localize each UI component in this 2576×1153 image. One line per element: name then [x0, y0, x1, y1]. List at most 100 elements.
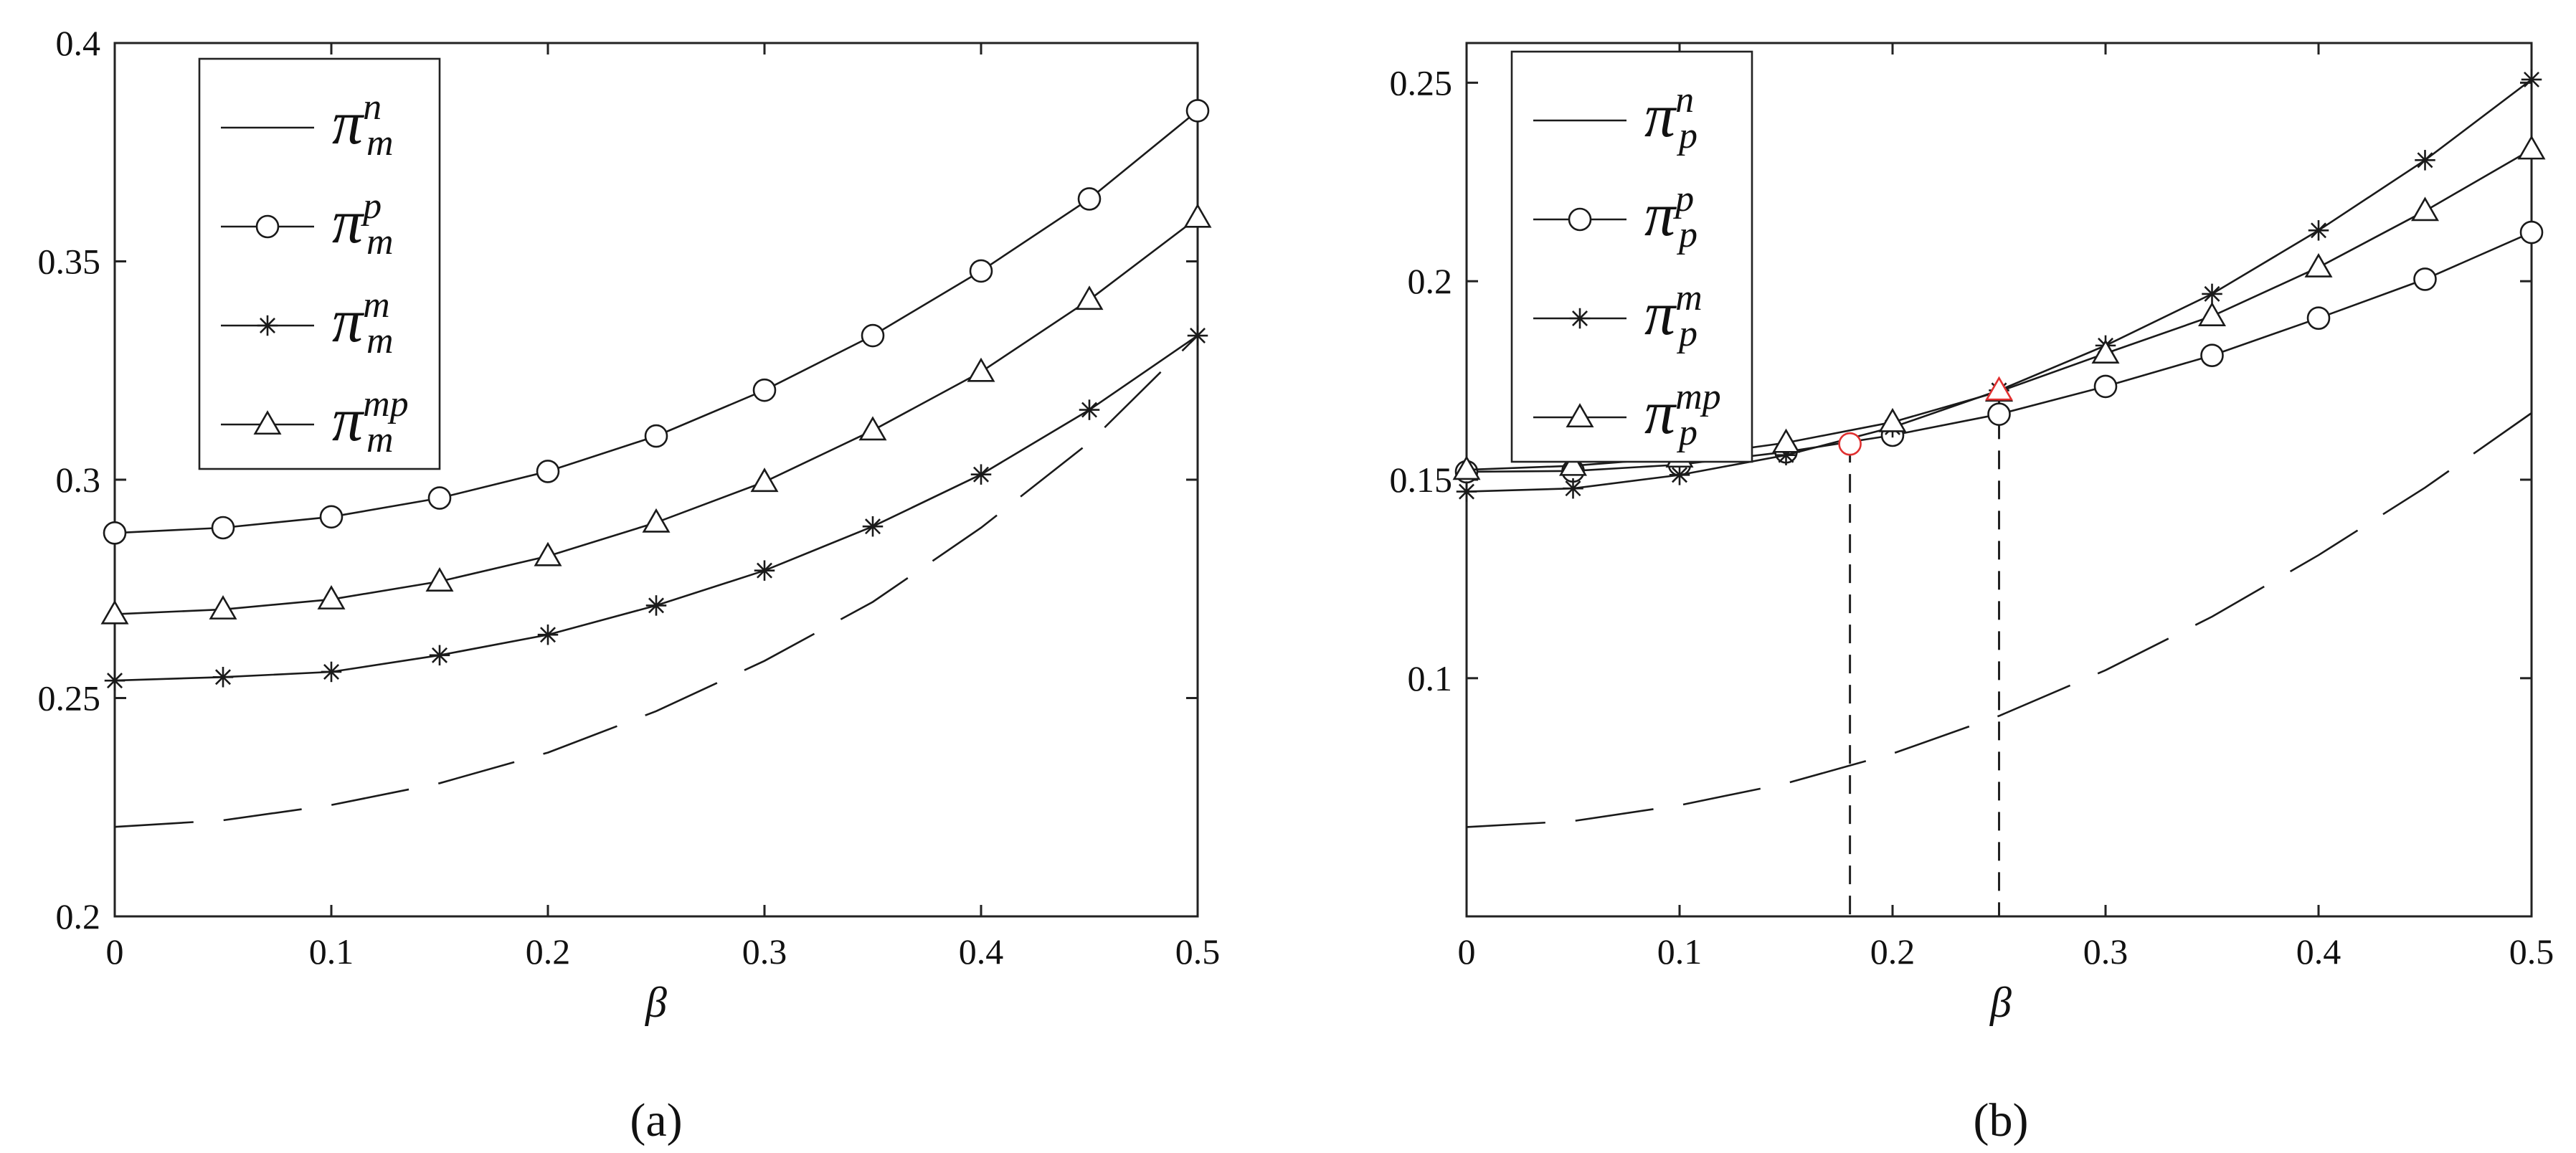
x-axis-label: β	[1989, 979, 2012, 1026]
y-tick-label: 0.35	[38, 242, 101, 282]
data-point-triangle	[750, 468, 779, 493]
data-point-circle	[103, 521, 127, 545]
data-point-asterisk	[1563, 478, 1583, 499]
x-tick-label: 0.5	[2509, 931, 2554, 972]
x-axis-label: β	[645, 979, 667, 1026]
data-point-asterisk	[1669, 465, 1690, 485]
data-point-asterisk	[537, 624, 559, 645]
series-line-n	[114, 335, 1198, 828]
panel-caption: (b)	[1974, 1094, 2029, 1147]
data-point-triangle	[100, 599, 129, 625]
data-point-asterisk	[2202, 283, 2222, 305]
legend-marker	[1568, 207, 1592, 232]
data-point-circle	[536, 460, 560, 483]
data-point-triangle	[1878, 407, 1907, 432]
x-tick-label: 0.1	[1657, 931, 1703, 972]
legend-label: πn p	[1644, 80, 1697, 156]
y-tick-label: 0.3	[56, 460, 101, 500]
y-tick-label: 0.25	[1390, 62, 1453, 103]
data-point-asterisk	[321, 661, 342, 683]
intersection-point	[1838, 432, 1862, 456]
data-point-circle	[211, 516, 235, 540]
data-point-asterisk	[1079, 399, 1100, 420]
data-point-asterisk	[2415, 150, 2435, 171]
legend-label: πm p	[1644, 277, 1703, 354]
data-point-circle	[319, 505, 344, 529]
legend-marker	[257, 315, 278, 336]
data-point-circle	[752, 378, 777, 402]
data-point-circle	[1987, 402, 2011, 426]
data-point-circle	[861, 323, 885, 348]
data-point-triangle	[2517, 135, 2546, 160]
data-point-triangle	[534, 541, 562, 566]
legend-label: πm m	[332, 285, 394, 361]
data-point-circle	[2306, 306, 2331, 330]
legend-label: πp m	[332, 186, 394, 262]
x-tick-label: 0	[106, 931, 124, 972]
data-point-triangle	[2198, 302, 2226, 326]
data-point-triangle	[1772, 428, 1800, 453]
x-tick-label: 0	[1458, 931, 1476, 972]
data-point-triangle	[317, 585, 346, 609]
chart-panel-b: 0 0.1 0.2 0.3 0.4 0.5 0.1 0.15 0.2 0.25 β (b) πn p πp p…	[1390, 42, 2554, 1147]
data-point-circle	[2200, 343, 2224, 368]
x-tick-label: 0.3	[742, 931, 787, 972]
data-point-triangle	[1452, 455, 1481, 480]
intersection-point	[1985, 376, 2013, 401]
data-point-triangle	[642, 508, 671, 533]
legend-marker	[1566, 403, 1594, 428]
y-tick-label: 0.4	[56, 23, 101, 63]
data-point-triangle	[967, 357, 995, 382]
data-point-triangle	[2091, 339, 2120, 364]
x-tick-label: 0.4	[959, 931, 1004, 972]
data-point-asterisk	[970, 464, 992, 485]
x-tick-label: 0.2	[1870, 931, 1916, 972]
data-point-circle	[1185, 99, 1210, 123]
x-tick-label: 0.2	[526, 931, 571, 972]
x-tick-label: 0.1	[309, 931, 354, 972]
data-point-circle	[2093, 374, 2118, 399]
x-tick-label: 0.3	[2083, 931, 2128, 972]
data-point-circle	[1077, 187, 1102, 211]
data-point-asterisk	[104, 670, 126, 691]
y-tick-label: 0.1	[1408, 658, 1453, 698]
y-tick-label: 0.2	[1408, 261, 1453, 301]
data-point-triangle	[1559, 451, 1587, 476]
data-point-asterisk	[2521, 69, 2542, 90]
y-tick-label: 0.2	[56, 896, 101, 936]
legend-marker	[253, 410, 282, 435]
x-tick-label: 0.4	[2296, 931, 2341, 972]
data-point-triangle	[209, 595, 237, 620]
data-point-circle	[2519, 220, 2544, 245]
data-point-asterisk	[862, 516, 884, 537]
data-point-triangle	[2304, 252, 2333, 277]
series-line-n	[1466, 412, 2532, 828]
data-point-asterisk	[429, 645, 450, 666]
panel-caption: (a)	[630, 1094, 682, 1147]
data-point-asterisk	[1456, 481, 1477, 502]
data-point-circle	[969, 259, 993, 283]
data-point-circle	[2413, 267, 2437, 291]
legend-label: πn m	[332, 87, 394, 163]
legend-label: πmp m	[332, 384, 409, 460]
data-point-asterisk	[754, 560, 775, 581]
data-point-circle	[644, 424, 668, 448]
data-point-triangle	[425, 567, 454, 592]
data-point-triangle	[1075, 285, 1104, 310]
data-point-asterisk	[1187, 325, 1208, 346]
x-tick-label: 0.5	[1175, 931, 1221, 972]
data-point-asterisk	[212, 667, 234, 688]
data-point-asterisk	[645, 595, 667, 616]
data-point-asterisk	[2308, 220, 2329, 241]
data-point-triangle	[1183, 203, 1212, 228]
data-point-triangle	[858, 416, 887, 441]
legend-label: πmp p	[1644, 376, 1721, 453]
chart-panel-a: 0 0.1 0.2 0.3 0.4 0.5 0.2 0.25 0.3 0.35 0.4 β (a) πn m…	[38, 23, 1221, 1147]
data-point-triangle	[2411, 196, 2439, 222]
legend-label: πp p	[1644, 179, 1697, 255]
data-point-circle	[427, 486, 452, 510]
legend-marker	[255, 214, 280, 239]
legend-marker	[1569, 308, 1591, 329]
y-tick-label: 0.15	[1390, 460, 1453, 500]
